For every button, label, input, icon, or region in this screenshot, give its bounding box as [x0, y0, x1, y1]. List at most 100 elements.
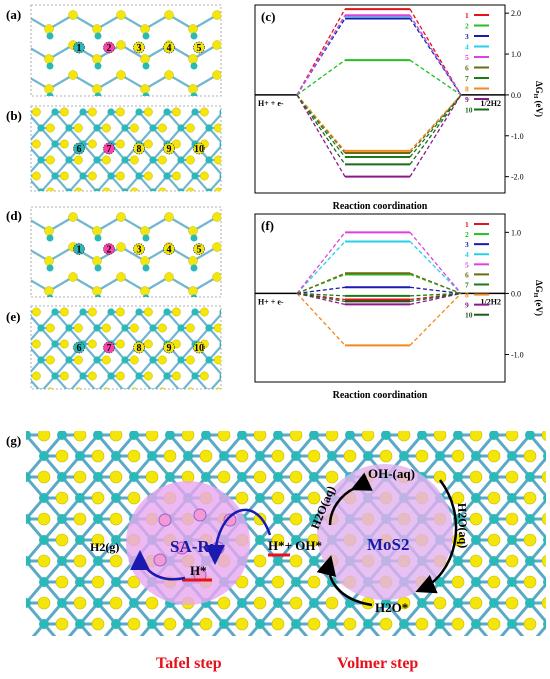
mo-atom: [93, 514, 103, 524]
s-atom: [92, 226, 102, 236]
legend-label: 8: [465, 85, 469, 94]
s-atom: [213, 123, 221, 133]
s-atom: [127, 449, 141, 463]
legend-label: 5: [465, 260, 469, 269]
series-connector-right: [409, 241, 462, 294]
s-atom: [451, 449, 465, 463]
s-atom: [541, 513, 546, 525]
panel-label-b: (b): [6, 108, 22, 123]
mo-atom: [121, 356, 129, 364]
site-marker: [163, 41, 175, 54]
s-atom: [237, 25, 246, 34]
s-atom: [253, 554, 267, 568]
s-atom: [140, 286, 150, 296]
mo-atom: [247, 308, 254, 315]
bond: [223, 160, 237, 176]
s-atom: [87, 139, 97, 149]
mos2-label: MoS2: [367, 535, 410, 554]
mo-atom: [37, 156, 45, 164]
mo-atom: [65, 124, 73, 132]
site-label: 2: [107, 43, 112, 54]
mo-atom: [219, 341, 221, 347]
bond: [181, 192, 195, 208]
bond: [41, 392, 55, 408]
oh-aq-label: OH-(aq): [368, 466, 415, 481]
s-atom: [185, 355, 195, 365]
site-marker: [193, 41, 205, 54]
mo-atom: [219, 109, 221, 115]
mo-atom: [46, 32, 54, 40]
s-atom: [242, 388, 250, 396]
bond: [26, 603, 28, 606]
bond: [223, 128, 237, 144]
legend-label: 3: [465, 32, 469, 41]
mo-atom: [233, 324, 240, 331]
mo-atom: [79, 308, 87, 316]
bond: [125, 192, 139, 208]
bond: [265, 192, 279, 208]
bond: [167, 192, 181, 208]
s-atom: [271, 575, 285, 589]
mo-atom: [142, 92, 150, 96]
s-atom: [289, 431, 303, 442]
mo-atom: [525, 556, 535, 566]
s-atom: [307, 449, 321, 463]
bond: [26, 561, 28, 564]
mo-atom: [273, 556, 283, 566]
bond: [97, 408, 111, 424]
s-atom: [73, 187, 83, 191]
mo-atom: [94, 264, 102, 272]
s-atom: [181, 431, 195, 442]
bond: [97, 192, 111, 208]
s-atom: [129, 155, 139, 165]
s-atom: [73, 155, 83, 165]
s-atom: [343, 617, 357, 631]
legend-label: 4: [465, 43, 469, 52]
mo-atom: [142, 234, 150, 242]
mo-atom: [453, 431, 463, 440]
mo-atom: [233, 156, 240, 163]
bond: [223, 176, 237, 192]
s-atom: [140, 226, 150, 236]
s-atom: [163, 449, 177, 463]
s-atom: [451, 617, 465, 631]
mo-atom: [93, 356, 101, 364]
s-atom: [91, 449, 105, 463]
s-atom: [187, 387, 194, 389]
mo-atom: [51, 172, 59, 180]
series-connector-right: [409, 292, 462, 303]
s-atom: [143, 171, 153, 181]
mo-atom: [163, 172, 171, 180]
mo-atom: [147, 619, 157, 629]
mo-atom: [142, 32, 150, 40]
mo-atom: [135, 372, 143, 380]
mo-atom: [26, 598, 31, 608]
mo-atom: [75, 619, 85, 629]
s-atom: [115, 339, 125, 349]
series-connector-left: [296, 94, 346, 165]
mo-atom: [327, 451, 337, 461]
structure-panel-a: 1 2 3 4 5: [30, 4, 246, 97]
legend-label: 10: [465, 311, 473, 320]
mo-atom: [107, 372, 115, 380]
bond: [139, 408, 153, 424]
series-connector-right: [409, 286, 462, 295]
site-label: 3: [137, 245, 142, 256]
s-atom: [91, 617, 105, 631]
s-atom: [379, 449, 393, 463]
s-atom: [31, 371, 41, 381]
mo-atom: [94, 32, 102, 40]
bond: [181, 408, 195, 424]
s-atom: [157, 187, 167, 191]
mo-atom: [471, 493, 481, 503]
site-marker: [103, 142, 115, 155]
mo-atom: [46, 294, 54, 297]
bond: [223, 112, 237, 128]
mo-atom: [26, 472, 31, 482]
s-atom: [116, 212, 126, 222]
site-marker: [103, 341, 115, 354]
s-atom: [73, 123, 83, 133]
site-marker: [103, 243, 115, 255]
mo-atom: [543, 577, 546, 587]
mo-atom: [507, 535, 517, 545]
